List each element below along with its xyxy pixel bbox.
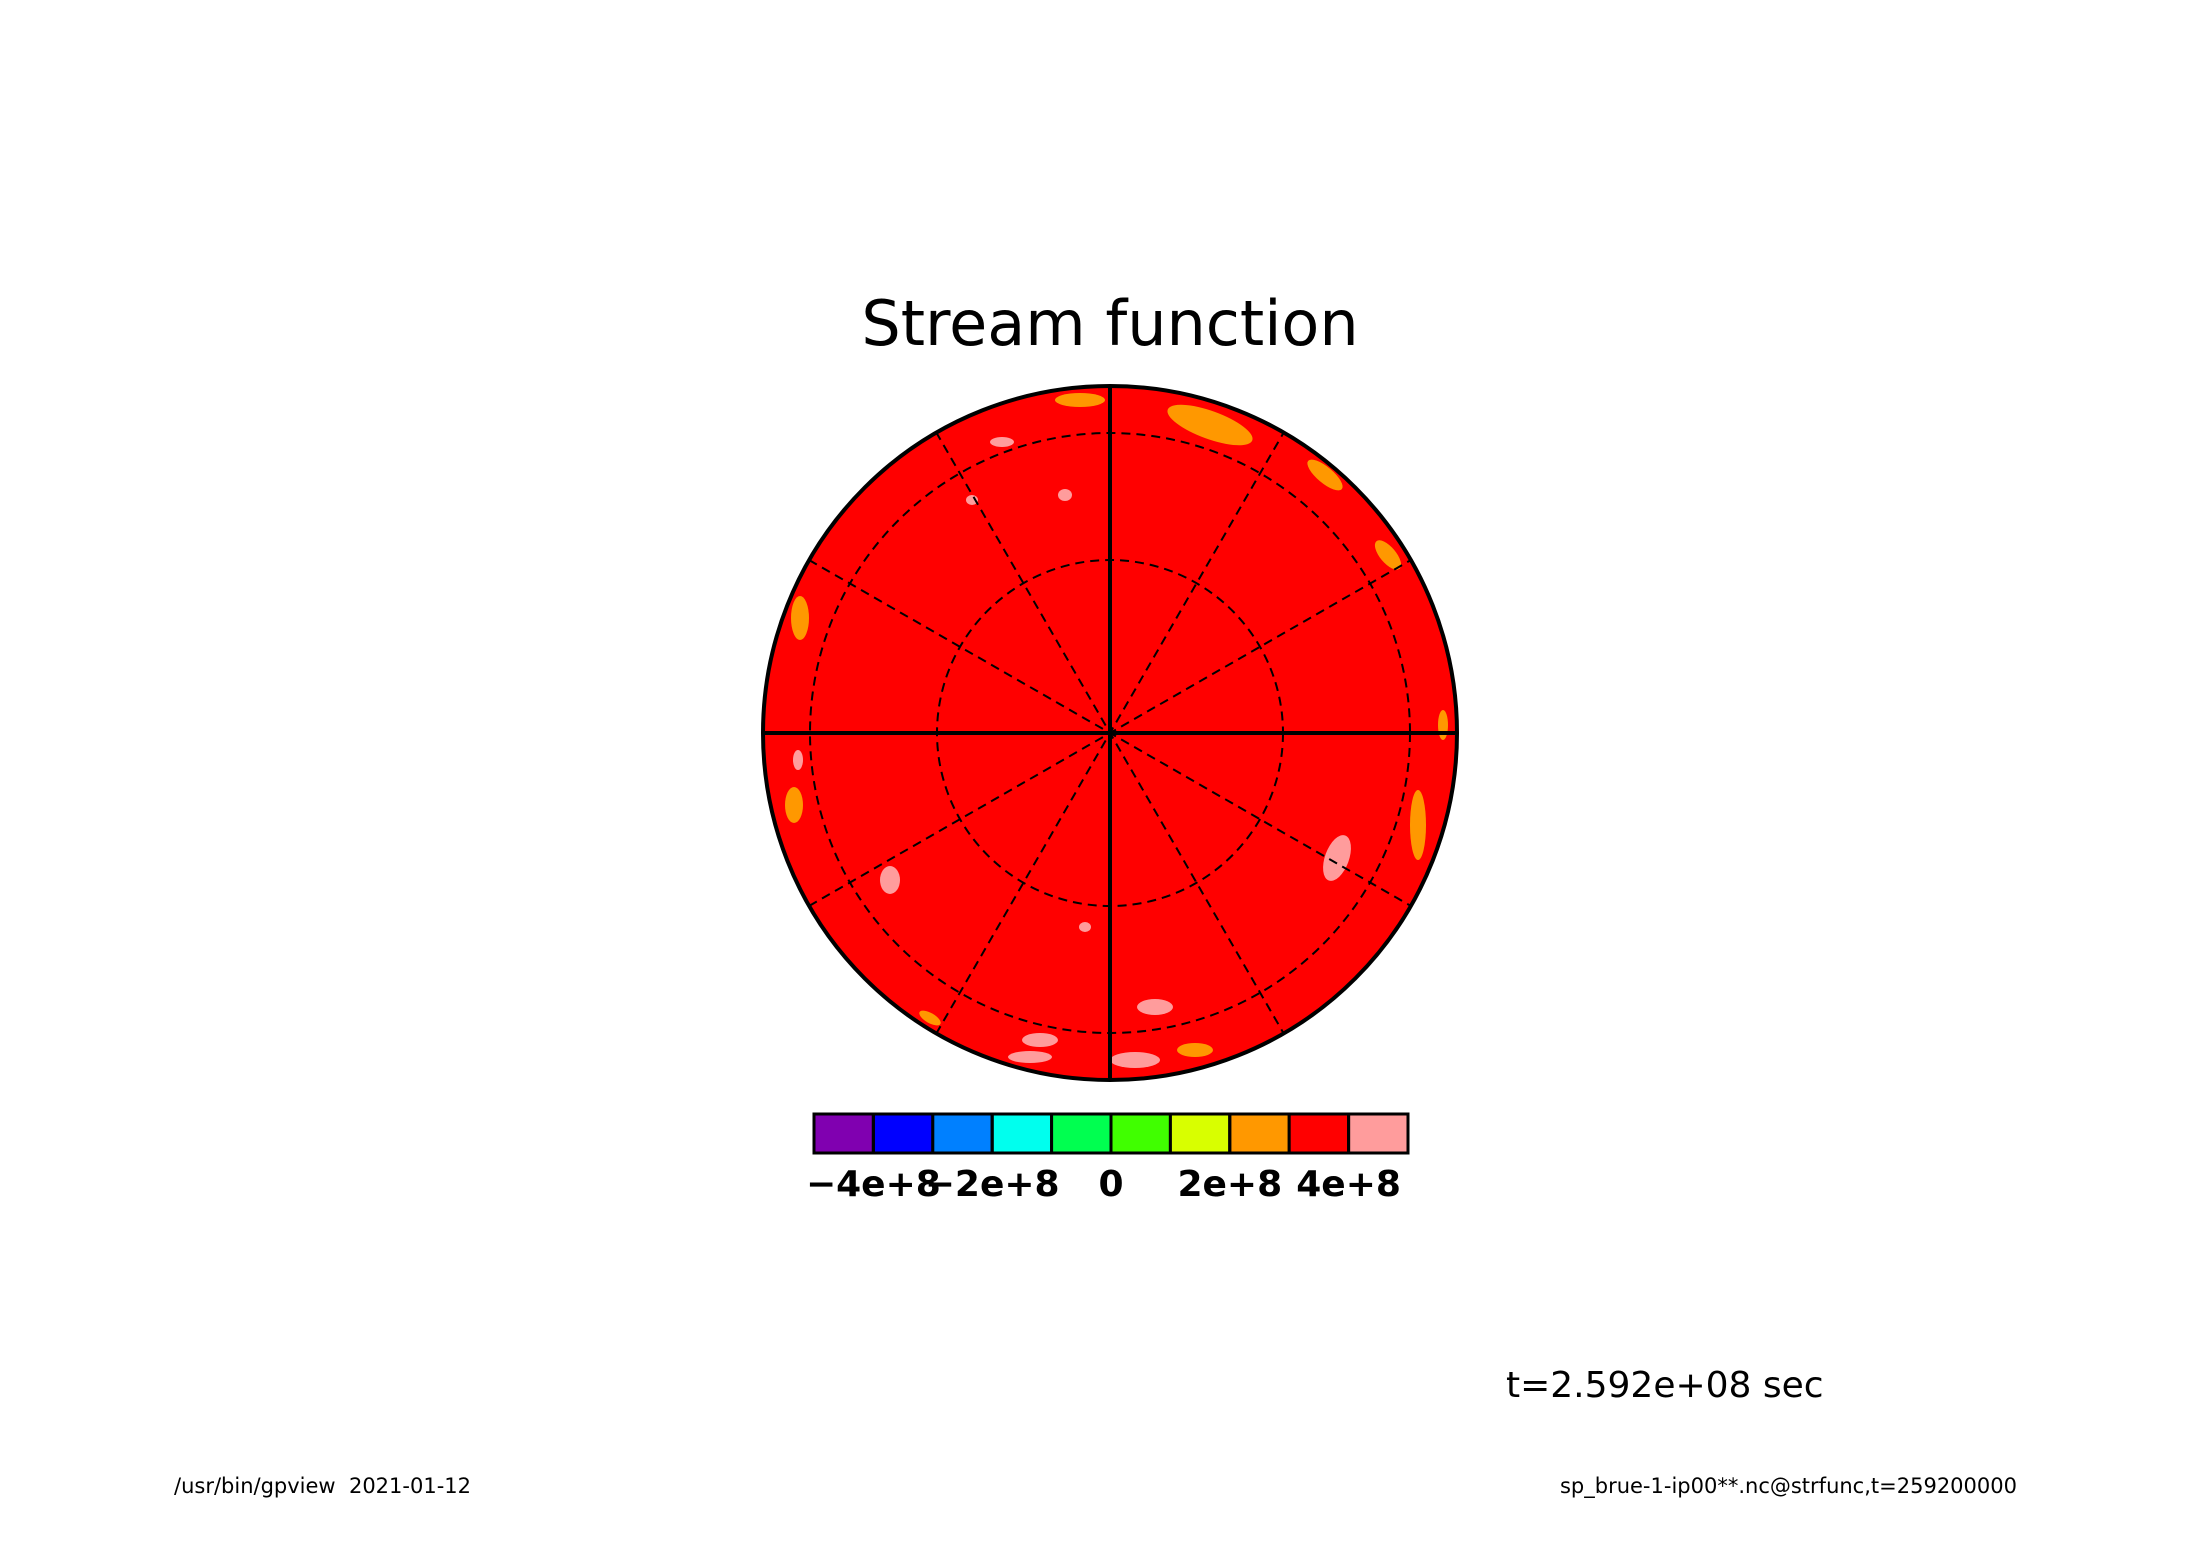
colorbar: −4e+8−2e+8 0 2e+8 4e+8 (806, 1112, 1410, 1205)
colorbar-box (990, 1112, 1054, 1155)
colorbar-box (931, 1112, 994, 1155)
colorbar-box (871, 1112, 935, 1155)
chart-title: Stream function (861, 287, 1358, 360)
colorbar-box (1168, 1112, 1232, 1155)
annotation: /usr/bin/gpview 2021-01-12 (174, 1474, 471, 1498)
colorbar-tick-label: 4e+8 (1296, 1164, 1401, 1205)
colorbar-box (1228, 1112, 1291, 1155)
colorbar-tick-label: −2e+8 (925, 1164, 1060, 1205)
colorbar-tick-label: −4e+8 (806, 1164, 941, 1205)
annotation: t=2.592e+08 sec (1506, 1365, 1824, 1406)
solid-grid (761, 384, 1459, 1082)
annotation: sp_brue-1-ip00**.nc@strfunc,t=259200000 (1560, 1474, 2017, 1499)
colorbar-box (1347, 1112, 1410, 1155)
field-blobs (793, 437, 1351, 1068)
polar-plot (761, 384, 1459, 1082)
colorbar-tick-label: 0 (1098, 1164, 1123, 1205)
colorbar-box (1287, 1112, 1351, 1155)
colorbar-box (1109, 1112, 1172, 1155)
colorbar-box (1050, 1112, 1113, 1155)
colorbar-tick-label: 2e+8 (1177, 1164, 1282, 1205)
colorbar-box (812, 1112, 875, 1155)
